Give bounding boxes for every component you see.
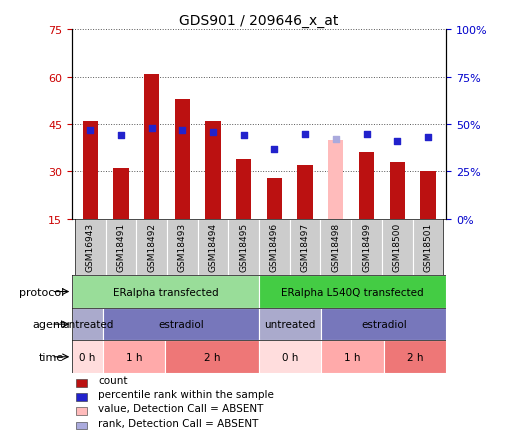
Text: GSM18501: GSM18501 bbox=[423, 222, 432, 271]
Text: GSM18495: GSM18495 bbox=[239, 222, 248, 271]
Text: time: time bbox=[39, 352, 64, 362]
Bar bbox=[198, 219, 228, 276]
Text: estradiol: estradiol bbox=[158, 319, 204, 329]
Text: count: count bbox=[98, 375, 128, 385]
Bar bbox=[174, 99, 190, 219]
Bar bbox=[259, 276, 446, 308]
Text: percentile rank within the sample: percentile rank within the sample bbox=[98, 389, 274, 399]
Bar bbox=[72, 276, 259, 308]
Bar bbox=[75, 421, 87, 429]
Text: agent: agent bbox=[32, 319, 64, 329]
Point bbox=[301, 131, 309, 138]
Point bbox=[270, 146, 279, 153]
Text: ERalpha L540Q transfected: ERalpha L540Q transfected bbox=[281, 287, 424, 297]
Point bbox=[240, 133, 248, 140]
Point bbox=[209, 129, 217, 136]
Bar bbox=[75, 219, 106, 276]
Bar bbox=[259, 308, 322, 341]
Bar bbox=[259, 219, 290, 276]
Point bbox=[362, 131, 370, 138]
Bar bbox=[144, 74, 160, 219]
Bar bbox=[382, 219, 412, 276]
Bar bbox=[75, 379, 87, 387]
Text: 0 h: 0 h bbox=[79, 352, 95, 362]
Text: 1 h: 1 h bbox=[344, 352, 361, 362]
Bar bbox=[75, 408, 87, 415]
Bar bbox=[359, 153, 374, 219]
Text: protocol: protocol bbox=[19, 287, 64, 297]
Bar bbox=[290, 219, 321, 276]
Text: GSM18491: GSM18491 bbox=[116, 222, 126, 271]
Point bbox=[148, 125, 156, 132]
Text: 1 h: 1 h bbox=[126, 352, 143, 362]
Point bbox=[117, 133, 125, 140]
Point bbox=[178, 127, 186, 134]
Bar bbox=[322, 341, 384, 373]
Point bbox=[393, 138, 401, 145]
Bar bbox=[412, 219, 443, 276]
Text: rank, Detection Call = ABSENT: rank, Detection Call = ABSENT bbox=[98, 418, 259, 427]
Text: 2 h: 2 h bbox=[204, 352, 221, 362]
Text: GSM18499: GSM18499 bbox=[362, 222, 371, 271]
Point bbox=[332, 136, 340, 143]
Bar bbox=[321, 219, 351, 276]
Bar bbox=[228, 219, 259, 276]
Text: GSM18494: GSM18494 bbox=[208, 222, 218, 271]
Bar bbox=[267, 178, 282, 219]
Bar bbox=[420, 172, 436, 219]
Text: 0 h: 0 h bbox=[282, 352, 299, 362]
Bar bbox=[72, 341, 103, 373]
Bar bbox=[328, 141, 344, 219]
Text: GSM18500: GSM18500 bbox=[392, 222, 402, 271]
Text: 2 h: 2 h bbox=[407, 352, 423, 362]
Bar bbox=[72, 308, 103, 341]
Bar bbox=[384, 341, 446, 373]
Point bbox=[86, 127, 94, 134]
Bar bbox=[136, 219, 167, 276]
Bar bbox=[236, 159, 251, 219]
Text: untreated: untreated bbox=[62, 319, 113, 329]
Bar bbox=[322, 308, 446, 341]
Bar bbox=[165, 341, 259, 373]
Bar bbox=[75, 393, 87, 401]
Bar bbox=[103, 341, 165, 373]
Bar bbox=[389, 162, 405, 219]
Text: GSM18493: GSM18493 bbox=[178, 222, 187, 271]
Text: GSM18498: GSM18498 bbox=[331, 222, 340, 271]
Bar bbox=[103, 308, 259, 341]
Bar bbox=[205, 122, 221, 219]
Text: untreated: untreated bbox=[265, 319, 316, 329]
Title: GDS901 / 209646_x_at: GDS901 / 209646_x_at bbox=[180, 14, 339, 28]
Point bbox=[424, 135, 432, 141]
Text: estradiol: estradiol bbox=[361, 319, 407, 329]
Bar bbox=[298, 166, 313, 219]
Text: GSM18496: GSM18496 bbox=[270, 222, 279, 271]
Text: GSM18492: GSM18492 bbox=[147, 222, 156, 271]
Bar bbox=[351, 219, 382, 276]
Text: ERalpha transfected: ERalpha transfected bbox=[113, 287, 218, 297]
Bar bbox=[259, 341, 322, 373]
Bar bbox=[167, 219, 198, 276]
Bar bbox=[113, 169, 129, 219]
Bar bbox=[83, 122, 98, 219]
Text: value, Detection Call = ABSENT: value, Detection Call = ABSENT bbox=[98, 404, 263, 414]
Text: GSM18497: GSM18497 bbox=[301, 222, 310, 271]
Text: GSM16943: GSM16943 bbox=[86, 222, 95, 271]
Bar bbox=[106, 219, 136, 276]
